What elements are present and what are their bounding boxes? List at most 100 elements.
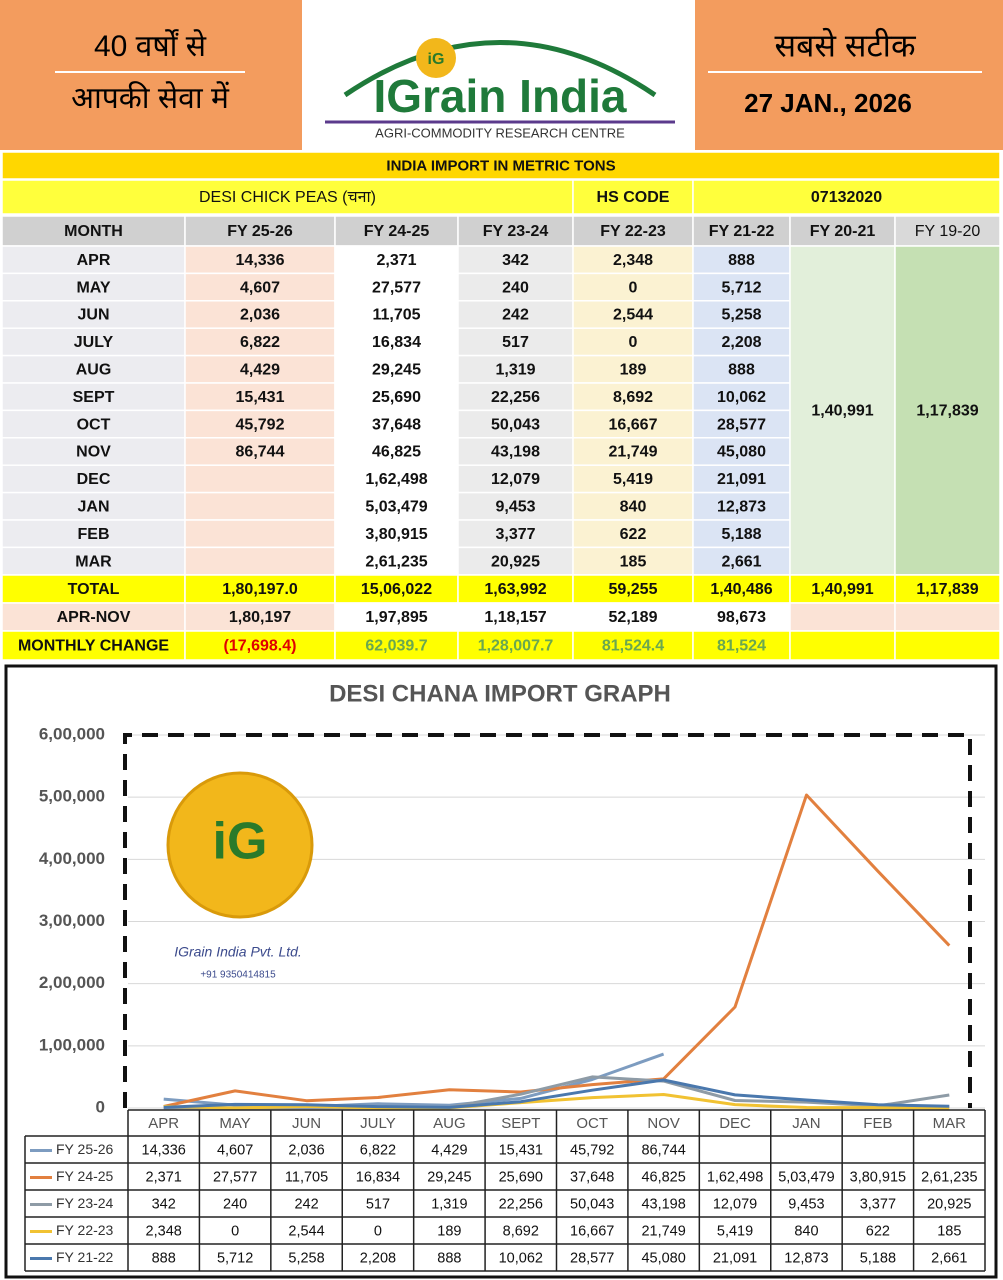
data-table-value: 2,348 [146, 1223, 182, 1239]
data-table-value: 888 [152, 1250, 176, 1266]
x-tick-label: JUN [292, 1115, 321, 1132]
apr-nov-cell: 98,673 [717, 609, 766, 626]
chart-frame [4, 664, 998, 1279]
month-cell: OCT [77, 416, 111, 433]
data-table-value: 6,822 [360, 1142, 396, 1158]
monthly-change-cell: 81,524.4 [602, 638, 664, 655]
data-table-value: 5,03,479 [778, 1169, 834, 1185]
table-cell [184, 245, 336, 275]
value-cell: 5,419 [613, 471, 653, 488]
column-header: MONTH [64, 223, 123, 240]
table-cell [1, 491, 186, 521]
value-cell: 16,667 [609, 416, 658, 433]
data-table-value: 2,544 [288, 1223, 324, 1239]
x-tick-label: OCT [576, 1115, 608, 1132]
value-cell: 622 [620, 526, 647, 543]
column-header: FY 23-24 [483, 223, 549, 240]
apr-nov-cell: 1,97,895 [365, 609, 427, 626]
value-cell: 242 [502, 307, 529, 324]
total-cell: 1,63,992 [484, 581, 546, 598]
value-cell: 46,825 [372, 444, 421, 461]
data-table-value: 28,577 [570, 1250, 614, 1266]
monthly-change-cell: (17,698.4) [224, 638, 297, 655]
value-cell: 888 [728, 362, 755, 379]
data-table-value: 27,577 [213, 1169, 257, 1185]
value-cell: 28,577 [717, 416, 766, 433]
x-tick-label: FEB [863, 1115, 892, 1132]
series-line [163, 1078, 950, 1109]
data-table-value: 15,431 [499, 1142, 543, 1158]
value-cell: 517 [502, 334, 529, 351]
table-cell [457, 409, 574, 439]
merged-cell: 1,40,991 [811, 403, 873, 420]
column-header: FY 24-25 [364, 223, 430, 240]
value-cell: 43,198 [491, 444, 540, 461]
monthly-change-cell: 1,28,007.7 [478, 638, 554, 655]
table-cell [692, 602, 791, 632]
value-cell: 2,371 [376, 252, 416, 269]
total-cell: 1,40,486 [710, 581, 772, 598]
monthly-change-cell: 81,524 [717, 638, 766, 655]
x-tick-label: JAN [792, 1115, 820, 1132]
total-cell: 1,17,839 [916, 581, 978, 598]
x-tick-label: JULY [360, 1115, 396, 1132]
column-header: FY 20-21 [810, 223, 876, 240]
value-cell: 9,453 [495, 499, 535, 516]
apr-nov-cell: 1,80,197 [229, 609, 291, 626]
value-cell: 4,429 [240, 362, 280, 379]
table-cell [184, 491, 336, 521]
data-table-value: 888 [437, 1250, 461, 1266]
data-table-value: 5,419 [717, 1223, 753, 1239]
data-table-value: 11,705 [285, 1169, 328, 1185]
table-cell [334, 491, 459, 521]
table-cell [692, 519, 791, 549]
value-cell: 25,690 [372, 389, 421, 406]
value-cell: 240 [502, 279, 529, 296]
monthly-change-cell: 62,039.7 [365, 638, 427, 655]
table-cell [572, 245, 694, 275]
data-table-value: 5,712 [217, 1250, 253, 1266]
data-table-value: 21,749 [641, 1223, 685, 1239]
data-table-value: 622 [866, 1223, 890, 1239]
value-cell: 14,336 [236, 252, 285, 269]
apr-nov-cell: 1,18,157 [484, 609, 546, 626]
column-header: FY 21-22 [709, 223, 775, 240]
table-cell [894, 630, 1001, 661]
table-cell [334, 382, 459, 412]
month-cell: MAR [75, 553, 112, 570]
table-cell [1, 272, 186, 302]
table-cell [572, 409, 694, 439]
value-cell: 189 [620, 362, 647, 379]
x-tick-label: SEPT [501, 1115, 540, 1132]
value-cell: 2,348 [613, 252, 653, 269]
data-table-value: 5,258 [288, 1250, 324, 1266]
x-tick-label: MAR [933, 1115, 967, 1132]
table-cell [184, 464, 336, 494]
value-cell: 2,544 [613, 307, 653, 324]
monthly-change-cell: MONTHLY CHANGE [18, 638, 169, 655]
legend-label: FY 23-24 [56, 1195, 114, 1211]
table-cell [692, 215, 791, 247]
data-table-value: 25,690 [499, 1169, 543, 1185]
table-cell [572, 464, 694, 494]
logo-mark: iG [428, 51, 445, 68]
table-cell [894, 215, 1001, 247]
table-cell [572, 327, 694, 357]
watermark-phone: +91 9350414815 [200, 970, 276, 981]
total-cell: TOTAL [68, 581, 120, 598]
table-cell [692, 245, 791, 275]
value-cell: 16,834 [372, 334, 421, 351]
month-cell: NOV [76, 444, 111, 461]
y-tick-label: 1,00,000 [39, 1035, 105, 1054]
value-cell: 185 [620, 553, 647, 570]
y-tick-label: 2,00,000 [39, 973, 105, 992]
data-table-value: 45,792 [570, 1142, 614, 1158]
table-cell [457, 215, 574, 247]
data-table-value: 242 [294, 1196, 318, 1212]
table-cell [894, 602, 1001, 632]
y-tick-label: 6,00,000 [39, 724, 105, 743]
column-header: FY 19-20 [915, 223, 981, 240]
data-table-value: 14,336 [142, 1142, 186, 1158]
total-cell: 15,06,022 [361, 581, 432, 598]
data-table-value: 10,062 [499, 1250, 543, 1266]
